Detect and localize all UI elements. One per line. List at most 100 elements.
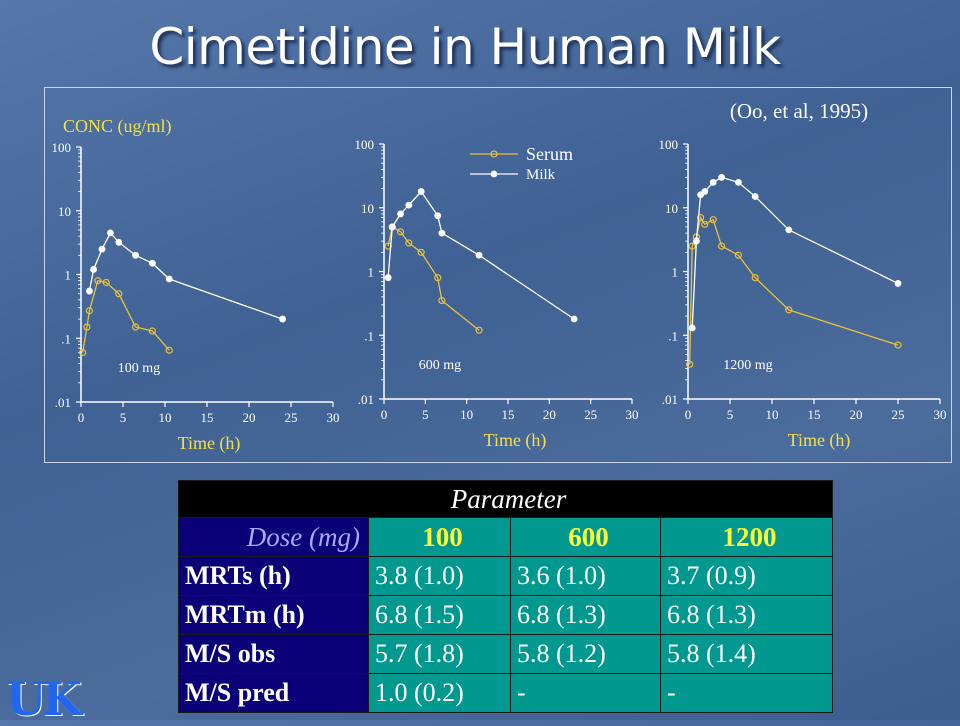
- chart-2: 100 10 1 .1 .01 0 5 10 15 20 25 30 Time (h) 600 mg Ser…: [355, 137, 639, 451]
- milk-point: [570, 315, 578, 323]
- y-tick-label: 10: [665, 201, 678, 216]
- milk-point: [434, 212, 442, 220]
- serum-point: [79, 348, 87, 356]
- milk-point: [115, 238, 123, 246]
- y-tick-label: 1: [672, 265, 679, 280]
- row-value: 1.0 (0.2): [368, 673, 511, 713]
- dose-100: 100: [368, 517, 511, 557]
- milk-point: [132, 251, 139, 259]
- x-tick-label: 10: [766, 407, 779, 422]
- x-tick-label: 20: [243, 410, 256, 425]
- milk-point: [405, 201, 413, 209]
- milk-point: [90, 266, 97, 273]
- row-value: -: [510, 673, 661, 713]
- serum-line: [387, 225, 480, 331]
- milk-point: [751, 193, 759, 200]
- milk-point: [149, 259, 156, 267]
- row-value: 5.8 (1.2): [510, 634, 661, 674]
- serum-point: [102, 278, 110, 287]
- row-label: M/S pred: [178, 673, 369, 713]
- milk-point: [384, 274, 392, 282]
- y-tick-label: 100: [52, 140, 72, 155]
- x-tick-label: 20: [543, 407, 556, 422]
- y-tick-label: 1: [368, 265, 375, 280]
- serum-point: [148, 327, 157, 335]
- table-row: M/S obs 5.7 (1.8) 5.8 (1.2) 5.8 (1.4): [178, 634, 834, 674]
- x-tick-label: 0: [78, 410, 85, 425]
- row-value: 6.8 (1.3): [659, 595, 834, 635]
- x-tick-label: 15: [808, 407, 821, 422]
- legend-label: Serum: [526, 144, 573, 164]
- x-tick-label: 5: [120, 410, 127, 425]
- dose-label: 600 mg: [419, 358, 461, 373]
- x-tick-label: 25: [892, 407, 905, 422]
- milk-point: [98, 245, 106, 253]
- row-value: 5.8 (1.4): [659, 634, 834, 674]
- dose-label: 1200 mg: [723, 358, 772, 373]
- x-tick-label: 20: [850, 407, 863, 422]
- row-label: MRTm (h): [178, 595, 369, 635]
- row-label: M/S obs: [178, 634, 369, 674]
- table-row: MRTs (h) 3.8 (1.0) 3.6 (1.0) 3.7 (0.9): [178, 556, 834, 596]
- x-tick-label: 30: [626, 407, 639, 422]
- y-tick-label: 100: [355, 137, 375, 152]
- milk-point: [397, 210, 404, 218]
- x-axis-label: Time (h): [484, 430, 547, 451]
- table-row: M/S pred 1.0 (0.2) - -: [178, 673, 834, 713]
- legend-marker: [490, 170, 498, 178]
- serum-point: [751, 274, 759, 282]
- serum-point: [83, 323, 91, 331]
- milk-point: [165, 275, 173, 283]
- x-tick-label: 0: [685, 407, 692, 422]
- milk-point: [475, 251, 483, 259]
- milk-point: [693, 237, 700, 245]
- serum-point: [717, 242, 726, 250]
- x-axis-label: Time (h): [788, 430, 851, 451]
- x-tick-label: 25: [285, 410, 298, 425]
- serum-point: [894, 341, 902, 349]
- table-header-row: Parameter: [177, 480, 834, 518]
- serum-point: [85, 307, 94, 315]
- dose-600: 600: [510, 517, 661, 557]
- table-header: Parameter: [177, 480, 834, 518]
- serum-line: [82, 279, 170, 353]
- x-tick-label: 0: [381, 407, 388, 422]
- serum-point: [438, 296, 446, 305]
- serum-point: [417, 248, 425, 256]
- row-value: 6.8 (1.5): [368, 595, 511, 635]
- serum-point: [734, 251, 743, 259]
- chart-1: 100 10 1 .1 .01 0 5 10 15 20 25 30 Time (h) 100 mg: [52, 140, 340, 454]
- serum-point: [434, 274, 442, 282]
- dose-label: 100 mg: [118, 361, 160, 376]
- milk-point: [709, 178, 717, 186]
- row-value: 3.8 (1.0): [368, 556, 511, 596]
- x-tick-label: 30: [327, 410, 340, 425]
- y-tick-label: 100: [659, 137, 679, 152]
- milk-point: [894, 280, 902, 287]
- serum-point: [696, 214, 705, 222]
- row-value: 6.8 (1.3): [510, 595, 661, 635]
- y-tick-label: .01: [358, 392, 374, 407]
- milk-line: [88, 231, 283, 320]
- milk-point: [417, 188, 425, 195]
- dose-1200: 1200: [659, 517, 834, 557]
- serum-point: [688, 242, 696, 250]
- chart-3: 100 10 1 .1 .01 0 5 10 15 20 25 30 Time (h) 1200 mg: [659, 137, 947, 451]
- serum-point: [709, 216, 717, 224]
- serum-point: [94, 277, 102, 285]
- x-tick-label: 25: [584, 407, 597, 422]
- y-tick-label: .1: [668, 328, 678, 343]
- serum-point: [405, 239, 413, 247]
- milk-point: [86, 287, 93, 295]
- slide-title: Cimetidine in Human Milk: [149, 18, 781, 76]
- row-value: -: [659, 673, 834, 713]
- x-tick-label: 5: [727, 407, 734, 422]
- row-value: 3.7 (0.9): [659, 556, 834, 596]
- milk-point: [107, 229, 114, 237]
- charts-svg: (Oo, et al, 1995) CONC (ug/ml) 100101.1.…: [52, 99, 947, 454]
- milk-point: [735, 178, 742, 186]
- serum-point: [475, 326, 483, 334]
- serum-point: [165, 346, 173, 354]
- x-axis-label: Time (h): [178, 433, 241, 454]
